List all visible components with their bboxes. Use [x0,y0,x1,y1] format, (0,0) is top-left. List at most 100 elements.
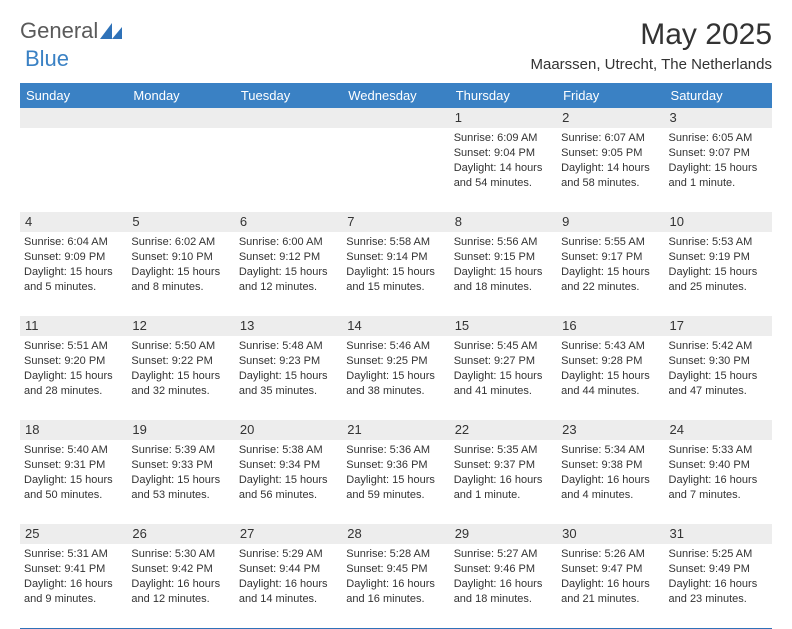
day-cell: Sunrise: 5:36 AMSunset: 9:36 PMDaylight:… [342,440,449,524]
day-line: Daylight: 15 hours and 22 minutes. [561,265,660,295]
day-cell: Sunrise: 6:04 AMSunset: 9:09 PMDaylight:… [20,232,127,316]
day-number: 30 [557,524,664,544]
day-number: 1 [450,108,557,128]
day-number: 12 [127,316,234,336]
daynum-row: 25262728293031 [20,524,772,544]
week-block: 11121314151617Sunrise: 5:51 AMSunset: 9:… [20,316,772,420]
week-row: Sunrise: 5:51 AMSunset: 9:20 PMDaylight:… [20,336,772,420]
day-line: Sunset: 9:12 PM [239,250,338,265]
day-number: 18 [20,420,127,440]
day-line: Daylight: 14 hours and 54 minutes. [454,161,553,191]
logo: General [20,18,126,44]
day-cell: Sunrise: 6:02 AMSunset: 9:10 PMDaylight:… [127,232,234,316]
day-line: Daylight: 15 hours and 35 minutes. [239,369,338,399]
weekday-header-row: SundayMondayTuesdayWednesdayThursdayFrid… [20,83,772,108]
day-cell: Sunrise: 5:56 AMSunset: 9:15 PMDaylight:… [450,232,557,316]
day-line: Sunset: 9:10 PM [131,250,230,265]
day-line: Daylight: 15 hours and 44 minutes. [561,369,660,399]
day-line: Sunrise: 5:43 AM [561,339,660,354]
day-line: Sunset: 9:22 PM [131,354,230,369]
day-line: Sunset: 9:49 PM [669,562,768,577]
day-line: Daylight: 15 hours and 47 minutes. [669,369,768,399]
day-line: Sunset: 9:37 PM [454,458,553,473]
page-title: May 2025 [530,18,772,52]
day-number [342,108,449,128]
day-line: Daylight: 16 hours and 4 minutes. [561,473,660,503]
logo-text-general: General [20,18,98,44]
day-line: Daylight: 16 hours and 7 minutes. [669,473,768,503]
day-line: Sunrise: 5:28 AM [346,547,445,562]
day-line: Sunrise: 5:56 AM [454,235,553,250]
day-line: Sunset: 9:34 PM [239,458,338,473]
day-line: Sunset: 9:47 PM [561,562,660,577]
day-line: Daylight: 15 hours and 25 minutes. [669,265,768,295]
week-block: 45678910Sunrise: 6:04 AMSunset: 9:09 PMD… [20,212,772,316]
day-number: 10 [665,212,772,232]
day-cell: Sunrise: 6:05 AMSunset: 9:07 PMDaylight:… [665,128,772,212]
day-number: 13 [235,316,342,336]
day-line: Sunrise: 5:27 AM [454,547,553,562]
day-line: Sunset: 9:36 PM [346,458,445,473]
day-number: 16 [557,316,664,336]
weekday-header: Friday [557,83,664,108]
weekday-header: Sunday [20,83,127,108]
day-line: Sunrise: 5:39 AM [131,443,230,458]
day-number: 5 [127,212,234,232]
day-line: Sunrise: 5:46 AM [346,339,445,354]
day-cell: Sunrise: 5:48 AMSunset: 9:23 PMDaylight:… [235,336,342,420]
day-line: Sunrise: 5:42 AM [669,339,768,354]
day-line: Sunset: 9:15 PM [454,250,553,265]
day-line: Sunrise: 5:55 AM [561,235,660,250]
week-row: Sunrise: 5:31 AMSunset: 9:41 PMDaylight:… [20,544,772,628]
day-cell: Sunrise: 5:28 AMSunset: 9:45 PMDaylight:… [342,544,449,628]
day-cell: Sunrise: 5:30 AMSunset: 9:42 PMDaylight:… [127,544,234,628]
day-line: Sunset: 9:30 PM [669,354,768,369]
day-cell: Sunrise: 5:27 AMSunset: 9:46 PMDaylight:… [450,544,557,628]
day-line: Sunrise: 5:29 AM [239,547,338,562]
day-line: Sunrise: 5:50 AM [131,339,230,354]
day-line: Sunset: 9:23 PM [239,354,338,369]
day-line: Daylight: 15 hours and 8 minutes. [131,265,230,295]
day-number: 8 [450,212,557,232]
day-cell: Sunrise: 5:34 AMSunset: 9:38 PMDaylight:… [557,440,664,524]
day-line: Sunrise: 5:45 AM [454,339,553,354]
day-line: Sunrise: 5:58 AM [346,235,445,250]
day-number: 31 [665,524,772,544]
week-block: 123Sunrise: 6:09 AMSunset: 9:04 PMDaylig… [20,108,772,212]
day-line: Sunrise: 5:36 AM [346,443,445,458]
week-block: 25262728293031Sunrise: 5:31 AMSunset: 9:… [20,524,772,628]
day-line: Daylight: 15 hours and 56 minutes. [239,473,338,503]
day-cell [127,128,234,212]
daynum-row: 123 [20,108,772,128]
day-line: Sunset: 9:45 PM [346,562,445,577]
day-cell: Sunrise: 5:26 AMSunset: 9:47 PMDaylight:… [557,544,664,628]
day-number: 11 [20,316,127,336]
day-line: Sunset: 9:20 PM [24,354,123,369]
day-line: Sunset: 9:07 PM [669,146,768,161]
day-line: Sunset: 9:31 PM [24,458,123,473]
day-line: Sunset: 9:14 PM [346,250,445,265]
day-line: Daylight: 16 hours and 9 minutes. [24,577,123,607]
day-number: 21 [342,420,449,440]
day-cell: Sunrise: 5:40 AMSunset: 9:31 PMDaylight:… [20,440,127,524]
day-line: Daylight: 15 hours and 38 minutes. [346,369,445,399]
daynum-row: 18192021222324 [20,420,772,440]
day-cell: Sunrise: 5:29 AMSunset: 9:44 PMDaylight:… [235,544,342,628]
day-number [20,108,127,128]
weeks-container: 123Sunrise: 6:09 AMSunset: 9:04 PMDaylig… [20,108,772,629]
day-line: Sunset: 9:40 PM [669,458,768,473]
day-cell: Sunrise: 5:53 AMSunset: 9:19 PMDaylight:… [665,232,772,316]
day-cell: Sunrise: 5:55 AMSunset: 9:17 PMDaylight:… [557,232,664,316]
logo-text-blue: Blue [25,46,69,71]
logo-triangle-icon [100,21,126,41]
title-block: May 2025 Maarssen, Utrecht, The Netherla… [530,18,772,73]
week-row: Sunrise: 5:40 AMSunset: 9:31 PMDaylight:… [20,440,772,524]
calendar: SundayMondayTuesdayWednesdayThursdayFrid… [20,83,772,629]
day-line: Sunset: 9:17 PM [561,250,660,265]
day-cell: Sunrise: 5:33 AMSunset: 9:40 PMDaylight:… [665,440,772,524]
day-line: Daylight: 14 hours and 58 minutes. [561,161,660,191]
day-line: Daylight: 15 hours and 1 minute. [669,161,768,191]
day-line: Sunset: 9:05 PM [561,146,660,161]
daynum-row: 11121314151617 [20,316,772,336]
day-line: Daylight: 15 hours and 28 minutes. [24,369,123,399]
